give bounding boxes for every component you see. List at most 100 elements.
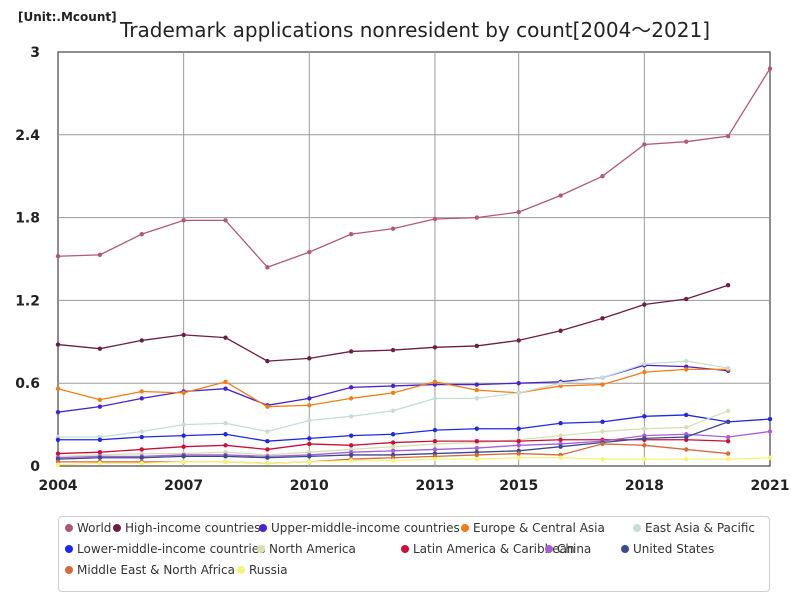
legend-item: East Asia & Pacific [633, 521, 755, 535]
x-tick-label: 2007 [164, 478, 203, 494]
data-point [265, 358, 270, 364]
data-point [223, 379, 228, 385]
data-point [348, 231, 354, 237]
legend-item: United States [621, 542, 714, 556]
x-tick-label: 2010 [290, 478, 329, 494]
data-point [558, 381, 563, 386]
data-point [348, 452, 354, 458]
data-point [432, 438, 438, 444]
legend-marker [545, 545, 553, 553]
data-point [390, 383, 396, 389]
data-point [432, 447, 438, 452]
data-point [223, 459, 228, 465]
legend-label: United States [633, 542, 715, 556]
data-point [474, 438, 480, 444]
data-point [516, 455, 521, 460]
data-point [97, 455, 103, 460]
plot-area [57, 51, 771, 467]
data-point [139, 429, 144, 434]
series-east-asia-pacific [55, 358, 731, 440]
legend-item: Lower-middle-income countries [65, 542, 265, 556]
data-point [265, 429, 270, 434]
legend-marker [461, 524, 469, 532]
data-point [725, 365, 731, 371]
data-point [139, 389, 144, 394]
data-point [474, 445, 480, 451]
legend-label: East Asia & Pacific [645, 521, 755, 535]
data-point [767, 429, 773, 434]
data-point [348, 385, 354, 390]
data-point [432, 216, 438, 222]
series-united-states [55, 419, 731, 462]
data-point [139, 455, 144, 460]
data-point [474, 456, 480, 462]
chart-title: Trademark applications nonresident by co… [120, 18, 710, 42]
data-point [348, 443, 354, 448]
legend: World High-income countries Upper-middle-i… [58, 516, 770, 592]
data-point [139, 338, 144, 343]
data-point [725, 283, 731, 288]
data-point [600, 375, 605, 380]
data-point [684, 296, 689, 302]
series-line [58, 414, 771, 442]
data-point [684, 358, 689, 364]
data-point [265, 265, 270, 270]
data-point [516, 381, 521, 386]
data-point [139, 231, 144, 237]
data-point [265, 447, 270, 452]
data-point [97, 461, 103, 466]
series-high-income-countries [55, 283, 731, 364]
legend-label: China [557, 542, 592, 556]
axes: 0 0.6 1.2 1.8 2.4 3 2004 2007 2010 2013 2015 2018 20… [15, 45, 789, 494]
data-point [684, 367, 689, 372]
data-point [181, 332, 186, 338]
x-tick-label: 2018 [625, 478, 664, 494]
series-line [57, 457, 771, 466]
data-point [516, 209, 521, 215]
data-point [307, 436, 312, 441]
data-point [432, 456, 438, 462]
legend-label: Lower-middle-income countries [77, 542, 266, 556]
data-point [139, 396, 144, 401]
y-tick-label: 1.8 [15, 211, 40, 227]
data-point [55, 254, 61, 259]
data-point [348, 433, 354, 438]
data-point [767, 455, 773, 460]
data-point [516, 451, 521, 456]
data-point [390, 226, 396, 231]
y-tick-label: 0.6 [15, 376, 40, 392]
data-point [265, 461, 270, 466]
data-point [97, 397, 103, 402]
legend-item: Middle East & North Africa [65, 563, 235, 577]
data-point [223, 432, 228, 437]
data-point [516, 438, 521, 444]
data-point [432, 379, 438, 385]
data-point [390, 448, 396, 454]
data-point [600, 441, 605, 447]
data-point [558, 193, 563, 198]
data-point [265, 438, 270, 444]
data-point [474, 426, 480, 431]
data-point [474, 396, 480, 401]
legend-marker [65, 545, 73, 553]
y-tick-label: 0 [30, 459, 40, 475]
data-point [725, 438, 731, 444]
data-point [642, 436, 647, 441]
legend-marker [259, 524, 267, 532]
legend-label: High-income countries [125, 521, 261, 535]
data-point [516, 443, 521, 448]
data-point [307, 249, 312, 255]
legend-marker [237, 566, 245, 574]
data-point [600, 316, 605, 321]
data-point [558, 433, 563, 438]
data-point [307, 459, 312, 465]
data-point [558, 421, 563, 426]
data-point [474, 382, 480, 387]
data-point [725, 419, 731, 425]
legend-item: World [65, 521, 111, 535]
legend-item: North America [257, 542, 356, 556]
data-point [725, 133, 731, 139]
data-point [55, 342, 61, 347]
data-point [265, 455, 270, 460]
legend-marker [65, 566, 73, 574]
